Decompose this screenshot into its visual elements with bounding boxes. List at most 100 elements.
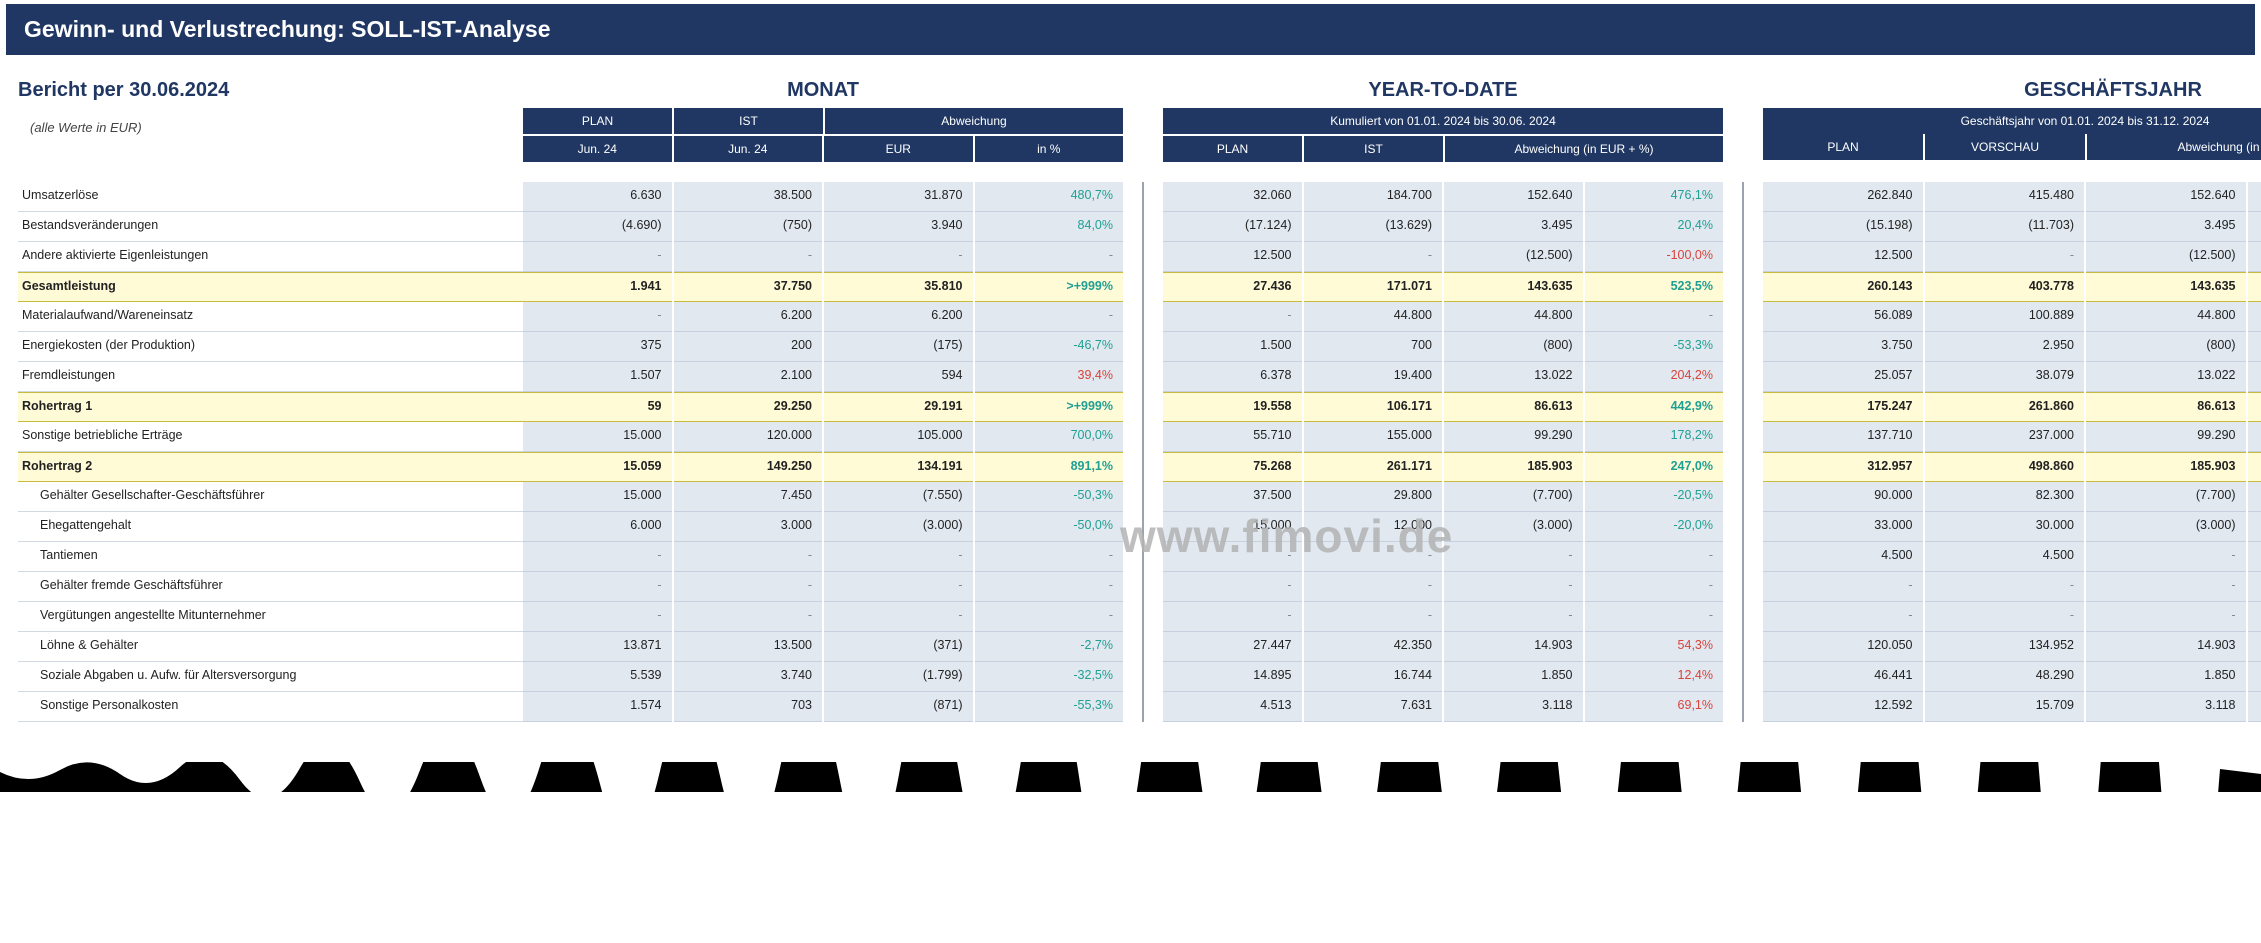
cell: -	[523, 302, 672, 332]
cell: -	[1585, 542, 1724, 572]
cell: 35.810	[824, 272, 973, 302]
cell: 200	[674, 332, 823, 362]
separator	[1723, 332, 1763, 362]
separator	[1123, 272, 1163, 302]
separator	[1123, 572, 1163, 602]
cell-group-fy: 46.44148.2901.8504,0%	[1763, 662, 2261, 692]
cell: (800)	[2086, 332, 2246, 362]
table-row: Sonstige Personalkosten1.574703(871)-55,…	[18, 692, 2251, 722]
cell: 86.613	[1444, 392, 1583, 422]
cell: 4.513	[1163, 692, 1302, 722]
cell: 31.870	[824, 182, 973, 212]
cell: -	[824, 572, 973, 602]
cell: 27.447	[1163, 632, 1302, 662]
separator	[1123, 392, 1163, 422]
cell: -	[824, 542, 973, 572]
section-title-fy: GESCHÄFTSJAHR	[1763, 79, 2261, 102]
cell: (7.700)	[2086, 482, 2246, 512]
cell: 29.250	[674, 392, 823, 422]
cell: -	[1444, 602, 1583, 632]
cell-group-month: ----	[523, 602, 1123, 632]
cell: -	[2086, 602, 2246, 632]
cell: -	[1163, 602, 1302, 632]
cell: 82.300	[1925, 482, 2085, 512]
separator	[1123, 662, 1163, 692]
cell: -50,0%	[975, 512, 1124, 542]
cell: 134.952	[1925, 632, 2085, 662]
cell: 56.089	[1763, 302, 1923, 332]
cell: 6.200	[824, 302, 973, 332]
cell: 12,4%	[2248, 632, 2261, 662]
table-row: Umsatzerlöse6.63038.50031.870480,7%32.06…	[18, 182, 2251, 212]
cell: 39,4%	[975, 362, 1124, 392]
cell: -	[2086, 542, 2246, 572]
row-label: Materialaufwand/Wareneinsatz	[18, 302, 523, 332]
hdr-fy-range: Geschäftsjahr von 01.01. 2024 bis 31.12.…	[1763, 108, 2261, 134]
torn-edge	[0, 762, 2261, 792]
cell: 700	[1304, 332, 1443, 362]
row-label: Gesamtleistung	[18, 272, 523, 302]
hdr-fy-plan: PLAN	[1763, 134, 1923, 160]
cell: 12.000	[1304, 512, 1443, 542]
cell: -20,0%	[1585, 512, 1724, 542]
hdr-ytd-ist: IST	[1304, 136, 1443, 162]
cell-group-fy: 90.00082.300(7.700)-8,6%	[1763, 482, 2261, 512]
cell: 29.800	[1304, 482, 1443, 512]
hdr-month-sub3: EUR	[824, 136, 973, 162]
cell: 15.000	[1163, 512, 1302, 542]
separator	[1723, 362, 1763, 392]
row-label: Sonstige Personalkosten	[18, 692, 523, 722]
cell: (175)	[824, 332, 973, 362]
cell: 178,2%	[1585, 422, 1724, 452]
cell-group-month: 6.63038.50031.870480,7%	[523, 182, 1123, 212]
hdr-ytd-plan: PLAN	[1163, 136, 1302, 162]
cell: -	[523, 572, 672, 602]
cell: 120.050	[1763, 632, 1923, 662]
cell: 72,1%	[2248, 422, 2261, 452]
cell: 149.250	[674, 452, 823, 482]
cell: 29.191	[824, 392, 973, 422]
cell: 49,4%	[2248, 392, 2261, 422]
table-row: Gehälter fremde Geschäftsführer---------…	[18, 572, 2251, 602]
separator	[1123, 182, 1163, 212]
cell: 13.871	[523, 632, 672, 662]
cell: -	[674, 242, 823, 272]
table-row: Löhne & Gehälter13.87113.500(371)-2,7%27…	[18, 632, 2251, 662]
cell: 185.903	[1444, 452, 1583, 482]
section-ytd-header: YEAR-TO-DATE Kumuliert von 01.01. 2024 b…	[1163, 79, 1723, 164]
cell: 185.903	[2086, 452, 2246, 482]
cell: 442,9%	[1585, 392, 1724, 422]
cell-group-ytd: ----	[1163, 602, 1723, 632]
cell: -8,6%	[2248, 482, 2261, 512]
row-label: Soziale Abgaben u. Aufw. für Altersverso…	[18, 662, 523, 692]
cell: >+999%	[975, 392, 1124, 422]
cell: -	[1444, 572, 1583, 602]
separator	[1123, 692, 1163, 722]
separator	[1723, 512, 1763, 542]
table-row: Fremdleistungen1.5072.10059439,4%6.37819…	[18, 362, 2251, 392]
cell: 14.903	[2086, 632, 2246, 662]
cell: 415.480	[1925, 182, 2085, 212]
cell-group-fy: 120.050134.95214.90312,4%	[1763, 632, 2261, 662]
cell: 12,4%	[1585, 662, 1724, 692]
report-body: Bericht per 30.06.2024 (alle Werte in EU…	[0, 79, 2261, 762]
cell-group-fy: 262.840415.480152.64058,1%	[1763, 182, 2261, 212]
cell: -	[975, 542, 1124, 572]
section-fy-header: GESCHÄFTSJAHR Geschäftsjahr von 01.01. 2…	[1763, 79, 2261, 162]
cell: 15.059	[523, 452, 672, 482]
cell: 3.118	[1444, 692, 1583, 722]
cell-group-ytd: 32.060184.700152.640476,1%	[1163, 182, 1723, 212]
row-label: Energiekosten (der Produktion)	[18, 332, 523, 362]
cell: 700,0%	[975, 422, 1124, 452]
cell: 143.635	[2086, 272, 2246, 302]
cell: 5.539	[523, 662, 672, 692]
cell: 99.290	[2086, 422, 2246, 452]
cell: 24,8%	[2248, 692, 2261, 722]
cell: 134.191	[824, 452, 973, 482]
hdr-month-plan: PLAN	[523, 108, 672, 134]
cell: -50,3%	[975, 482, 1124, 512]
cell: 204,2%	[1585, 362, 1724, 392]
cell-group-fy: 56.089100.88944.80079,9%	[1763, 302, 2261, 332]
cell: -	[824, 602, 973, 632]
cell: 14.903	[1444, 632, 1583, 662]
